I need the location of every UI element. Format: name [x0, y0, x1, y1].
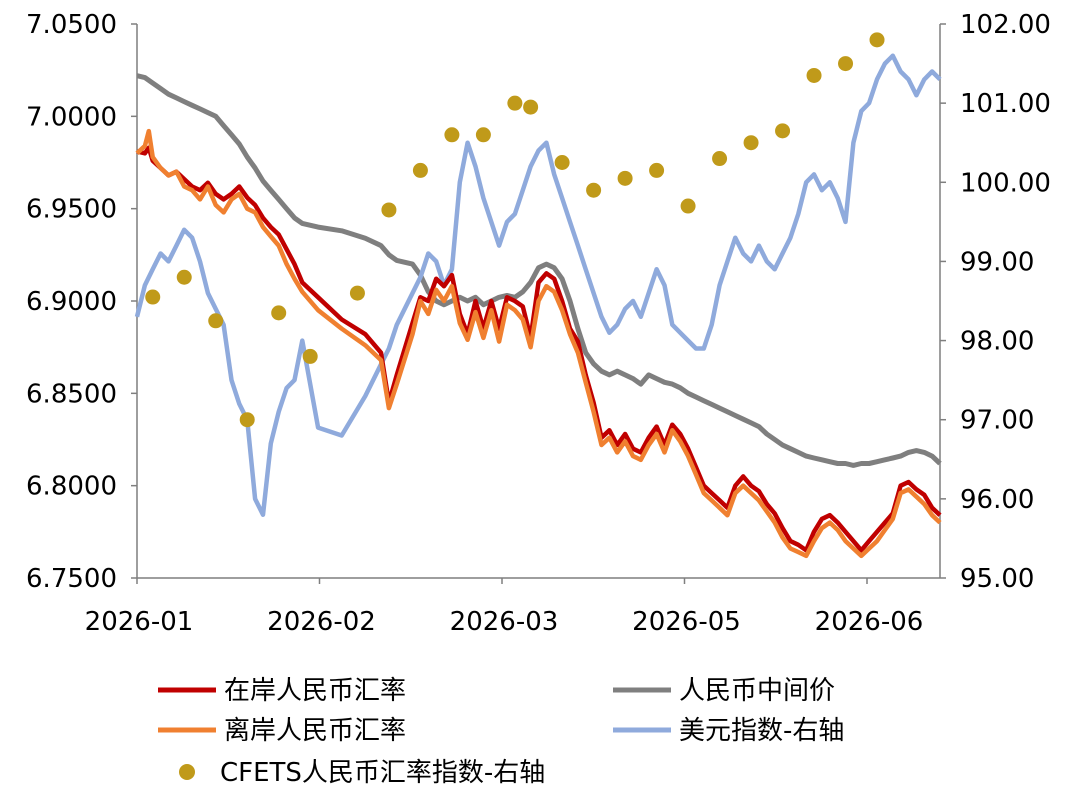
y-right-tick-label: 96.00 — [960, 485, 1034, 515]
x-tick-label: 2026-01 — [85, 607, 194, 637]
cfets-point — [586, 182, 602, 198]
legend-marker — [179, 764, 195, 780]
series-line — [135, 128, 942, 559]
y-right-tick-label: 100.00 — [960, 168, 1051, 198]
y-right-tick-label: 97.00 — [960, 406, 1034, 436]
series-line — [136, 73, 942, 468]
cfets-point — [349, 285, 365, 301]
cfets-point — [145, 289, 161, 305]
x-tick-label: 2026-02 — [267, 607, 376, 637]
x-tick-label: 2026-06 — [815, 607, 924, 637]
cfets-point — [507, 95, 523, 111]
y-right-tick-label: 102.00 — [960, 10, 1051, 40]
cfets-point — [444, 127, 460, 143]
y-left-tick-label: 7.0000 — [26, 102, 117, 132]
legend-item: CFETS人民币汇率指数-右轴 — [179, 758, 545, 788]
y-left-tick-label: 6.9500 — [26, 195, 117, 225]
cfets-point — [838, 56, 854, 72]
series-3 — [134, 53, 942, 517]
cfets-point — [302, 348, 318, 364]
axes: 6.7500 6.8000 6.8500 6.9000 6.9500 7.0000 7.05… — [26, 10, 1051, 637]
cfets-point — [523, 99, 539, 115]
y-right-tick-label: 101.00 — [960, 89, 1051, 119]
cfets-point — [869, 32, 885, 48]
legend-item: 在岸人民币汇率 — [158, 676, 406, 706]
series-2 — [136, 73, 942, 468]
y-right-tick-label: 98.00 — [960, 327, 1034, 357]
cfets-point — [381, 202, 397, 218]
y-left-tick-label: 6.8000 — [26, 472, 117, 502]
cfets-point — [176, 269, 192, 285]
legend-label: 在岸人民币汇率 — [224, 676, 406, 706]
cfets-point — [554, 155, 570, 170]
cfets-point — [712, 151, 728, 167]
cfets-point — [775, 123, 791, 139]
legend-item: 美元指数-右轴 — [613, 716, 844, 746]
cfets-point — [208, 313, 224, 329]
legend-label: 美元指数-右轴 — [679, 716, 844, 746]
legend-label: CFETS人民币汇率指数-右轴 — [220, 758, 545, 788]
x-tick-label: 2026-05 — [632, 607, 741, 637]
y-right-tick-label: 95.00 — [960, 564, 1034, 594]
legend-label: 人民币中间价 — [679, 676, 835, 706]
cfets-point — [475, 127, 491, 143]
cfets-point — [680, 198, 696, 214]
series-4 — [145, 32, 885, 428]
series-layer — [134, 32, 942, 559]
legend-item: 离岸人民币汇率 — [158, 716, 406, 746]
y-left-tick-label: 6.9000 — [26, 287, 117, 317]
cfets-point — [412, 162, 428, 178]
x-tick-label: 2026-03 — [450, 607, 559, 637]
cfets-point — [743, 135, 759, 151]
series-line — [136, 145, 942, 553]
cfets-point — [617, 170, 633, 186]
series-0 — [136, 145, 942, 553]
legend-item: 人民币中间价 — [613, 676, 835, 706]
y-right-tick-label: 99.00 — [960, 247, 1034, 277]
cfets-point — [649, 162, 665, 178]
y-left-tick-label: 6.7500 — [26, 564, 117, 594]
cfets-point — [806, 67, 822, 83]
y-left-tick-label: 6.8500 — [26, 379, 117, 409]
cfets-point — [271, 305, 287, 321]
series-line — [134, 53, 942, 517]
y-left-tick-label: 7.0500 — [26, 10, 117, 40]
series-1 — [135, 128, 942, 559]
cfets-point — [239, 412, 255, 428]
legend-label: 离岸人民币汇率 — [224, 716, 406, 746]
